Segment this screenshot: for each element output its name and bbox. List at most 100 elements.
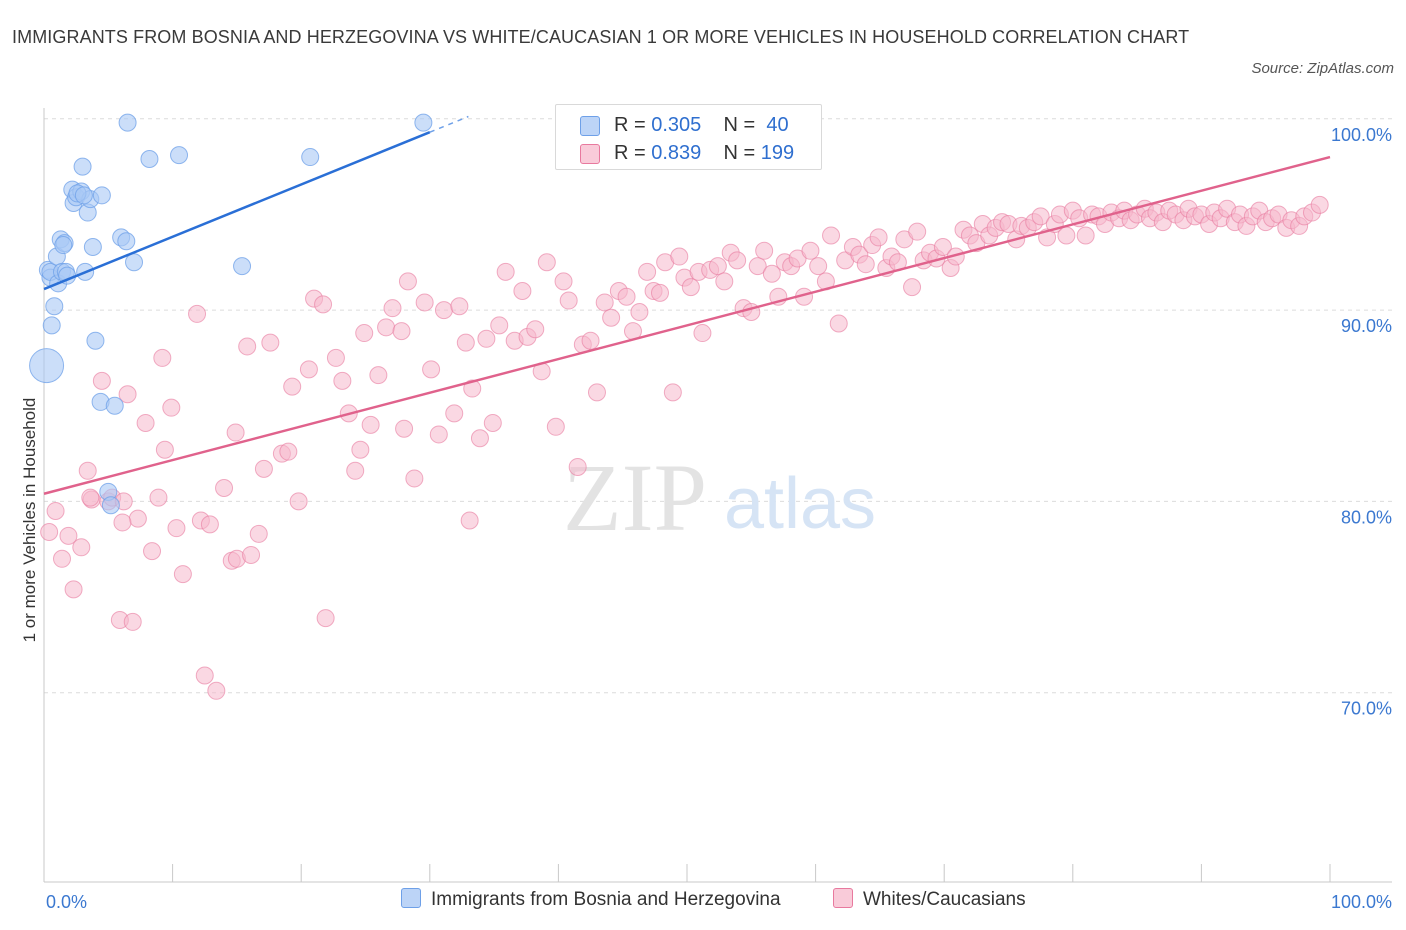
x-tick-label-max: 100.0% (1331, 892, 1392, 912)
white-caucasian-point (526, 320, 545, 339)
n-value-bosnia: 40 (766, 114, 789, 136)
white-caucasian-point (279, 442, 298, 461)
legend-swatch-bosnia (580, 116, 600, 136)
white-caucasian-point (355, 324, 374, 343)
x-tick-label-min: 0.0% (46, 892, 87, 912)
white-caucasian-point (429, 425, 448, 444)
white-caucasian-point (568, 457, 587, 476)
white-caucasian-point (663, 383, 682, 402)
white-caucasian-point (346, 461, 365, 480)
white-caucasian-point (422, 360, 441, 379)
white-caucasian-point (630, 303, 649, 322)
white-caucasian-point (650, 283, 669, 302)
white-caucasian-point (809, 257, 828, 276)
bottom-legend-bosnia: Immigrants from Bosnia and Herzegovina (401, 888, 781, 911)
white-caucasian-point (490, 316, 509, 335)
bosnia-point (42, 316, 61, 335)
white-caucasian-point (78, 461, 97, 480)
y-tick-label: 90.0% (1341, 316, 1392, 336)
white-caucasian-point (377, 318, 396, 337)
white-caucasian-point (72, 538, 91, 557)
white-caucasian-point (316, 609, 335, 628)
white-caucasian-point (64, 580, 83, 599)
white-caucasian-point (123, 612, 142, 631)
white-caucasian-point (53, 549, 72, 568)
white-caucasian-point (708, 257, 727, 276)
watermark: ZIP atlas (563, 444, 876, 551)
white-caucasian-point (333, 371, 352, 390)
white-caucasian-points (40, 195, 1329, 700)
r-value-white: 0.839 (651, 142, 702, 164)
white-caucasian-point (856, 255, 875, 274)
n-label: N = (723, 114, 756, 136)
r-value-bosnia: 0.305 (651, 114, 702, 136)
tick-labels: 70.0% 80.0% 90.0% 100.0% 0.0% 100.0% (46, 125, 1392, 912)
white-caucasian-point (289, 492, 308, 511)
white-caucasian-point (445, 404, 464, 423)
bosnia-point (170, 146, 189, 165)
white-caucasian-point (226, 423, 245, 442)
white-caucasian-point (405, 469, 424, 488)
white-caucasian-point (299, 360, 318, 379)
white-caucasian-point (415, 293, 434, 312)
bosnia-point (140, 149, 159, 168)
white-caucasian-point (136, 413, 155, 432)
white-caucasian-point (460, 511, 479, 530)
n-value-white: 199 (760, 142, 795, 164)
white-caucasian-point (434, 301, 453, 320)
white-caucasian-point (933, 237, 952, 256)
gridlines (44, 118, 1392, 694)
white-caucasian-point (602, 308, 621, 327)
white-caucasian-point (617, 287, 636, 306)
bosnia-point (54, 236, 73, 255)
white-caucasian-point (801, 241, 820, 260)
white-caucasian-point (143, 542, 162, 561)
white-caucasian-point (450, 297, 469, 316)
bottom-legend-swatch-bosnia (401, 888, 421, 908)
white-caucasian-point (595, 293, 614, 312)
white-caucasian-point (383, 299, 402, 318)
white-caucasian-point (361, 415, 380, 434)
white-caucasian-point (314, 295, 333, 314)
white-caucasian-point (903, 278, 922, 297)
white-caucasian-point (1076, 226, 1095, 245)
white-caucasian-point (113, 513, 132, 532)
bosnia-points (29, 113, 433, 515)
white-caucasian-point (283, 377, 302, 396)
bosnia-trend-extension (429, 115, 469, 133)
white-caucasian-point (46, 501, 65, 520)
bottom-legend-label-bosnia: Immigrants from Bosnia and Herzegovina (431, 889, 781, 910)
white-caucasian-point (1057, 226, 1076, 245)
white-caucasian-point (581, 331, 600, 350)
white-caucasian-point (638, 262, 657, 281)
white-caucasian-point (1031, 207, 1050, 226)
white-caucasian-point (351, 440, 370, 459)
white-caucasian-point (755, 241, 774, 260)
white-caucasian-point (200, 515, 219, 534)
white-caucasian-point (188, 304, 207, 323)
white-caucasian-point (496, 262, 515, 281)
bosnia-point (45, 297, 64, 316)
bosnia-point (414, 113, 433, 132)
white-caucasian-point (554, 272, 573, 291)
white-caucasian-point (398, 272, 417, 291)
white-caucasian-point (513, 281, 532, 300)
bosnia-point (105, 396, 124, 415)
n-label: N = (723, 142, 756, 164)
white-caucasian-point (242, 545, 261, 564)
white-caucasian-point (149, 488, 168, 507)
white-caucasian-trend-line (43, 155, 1331, 495)
white-caucasian-point (869, 228, 888, 247)
bosnia-point (29, 348, 65, 384)
white-caucasian-point (207, 681, 226, 700)
bosnia-point (86, 331, 105, 350)
white-caucasian-point (822, 226, 841, 245)
bosnia-point (92, 186, 111, 205)
bosnia-point (101, 496, 120, 515)
white-caucasian-point (369, 366, 388, 385)
white-caucasian-point (762, 264, 781, 283)
white-caucasian-point (693, 324, 712, 343)
bottom-legend-white: Whites/Caucasians (833, 888, 1026, 911)
white-caucasian-point (670, 247, 689, 266)
